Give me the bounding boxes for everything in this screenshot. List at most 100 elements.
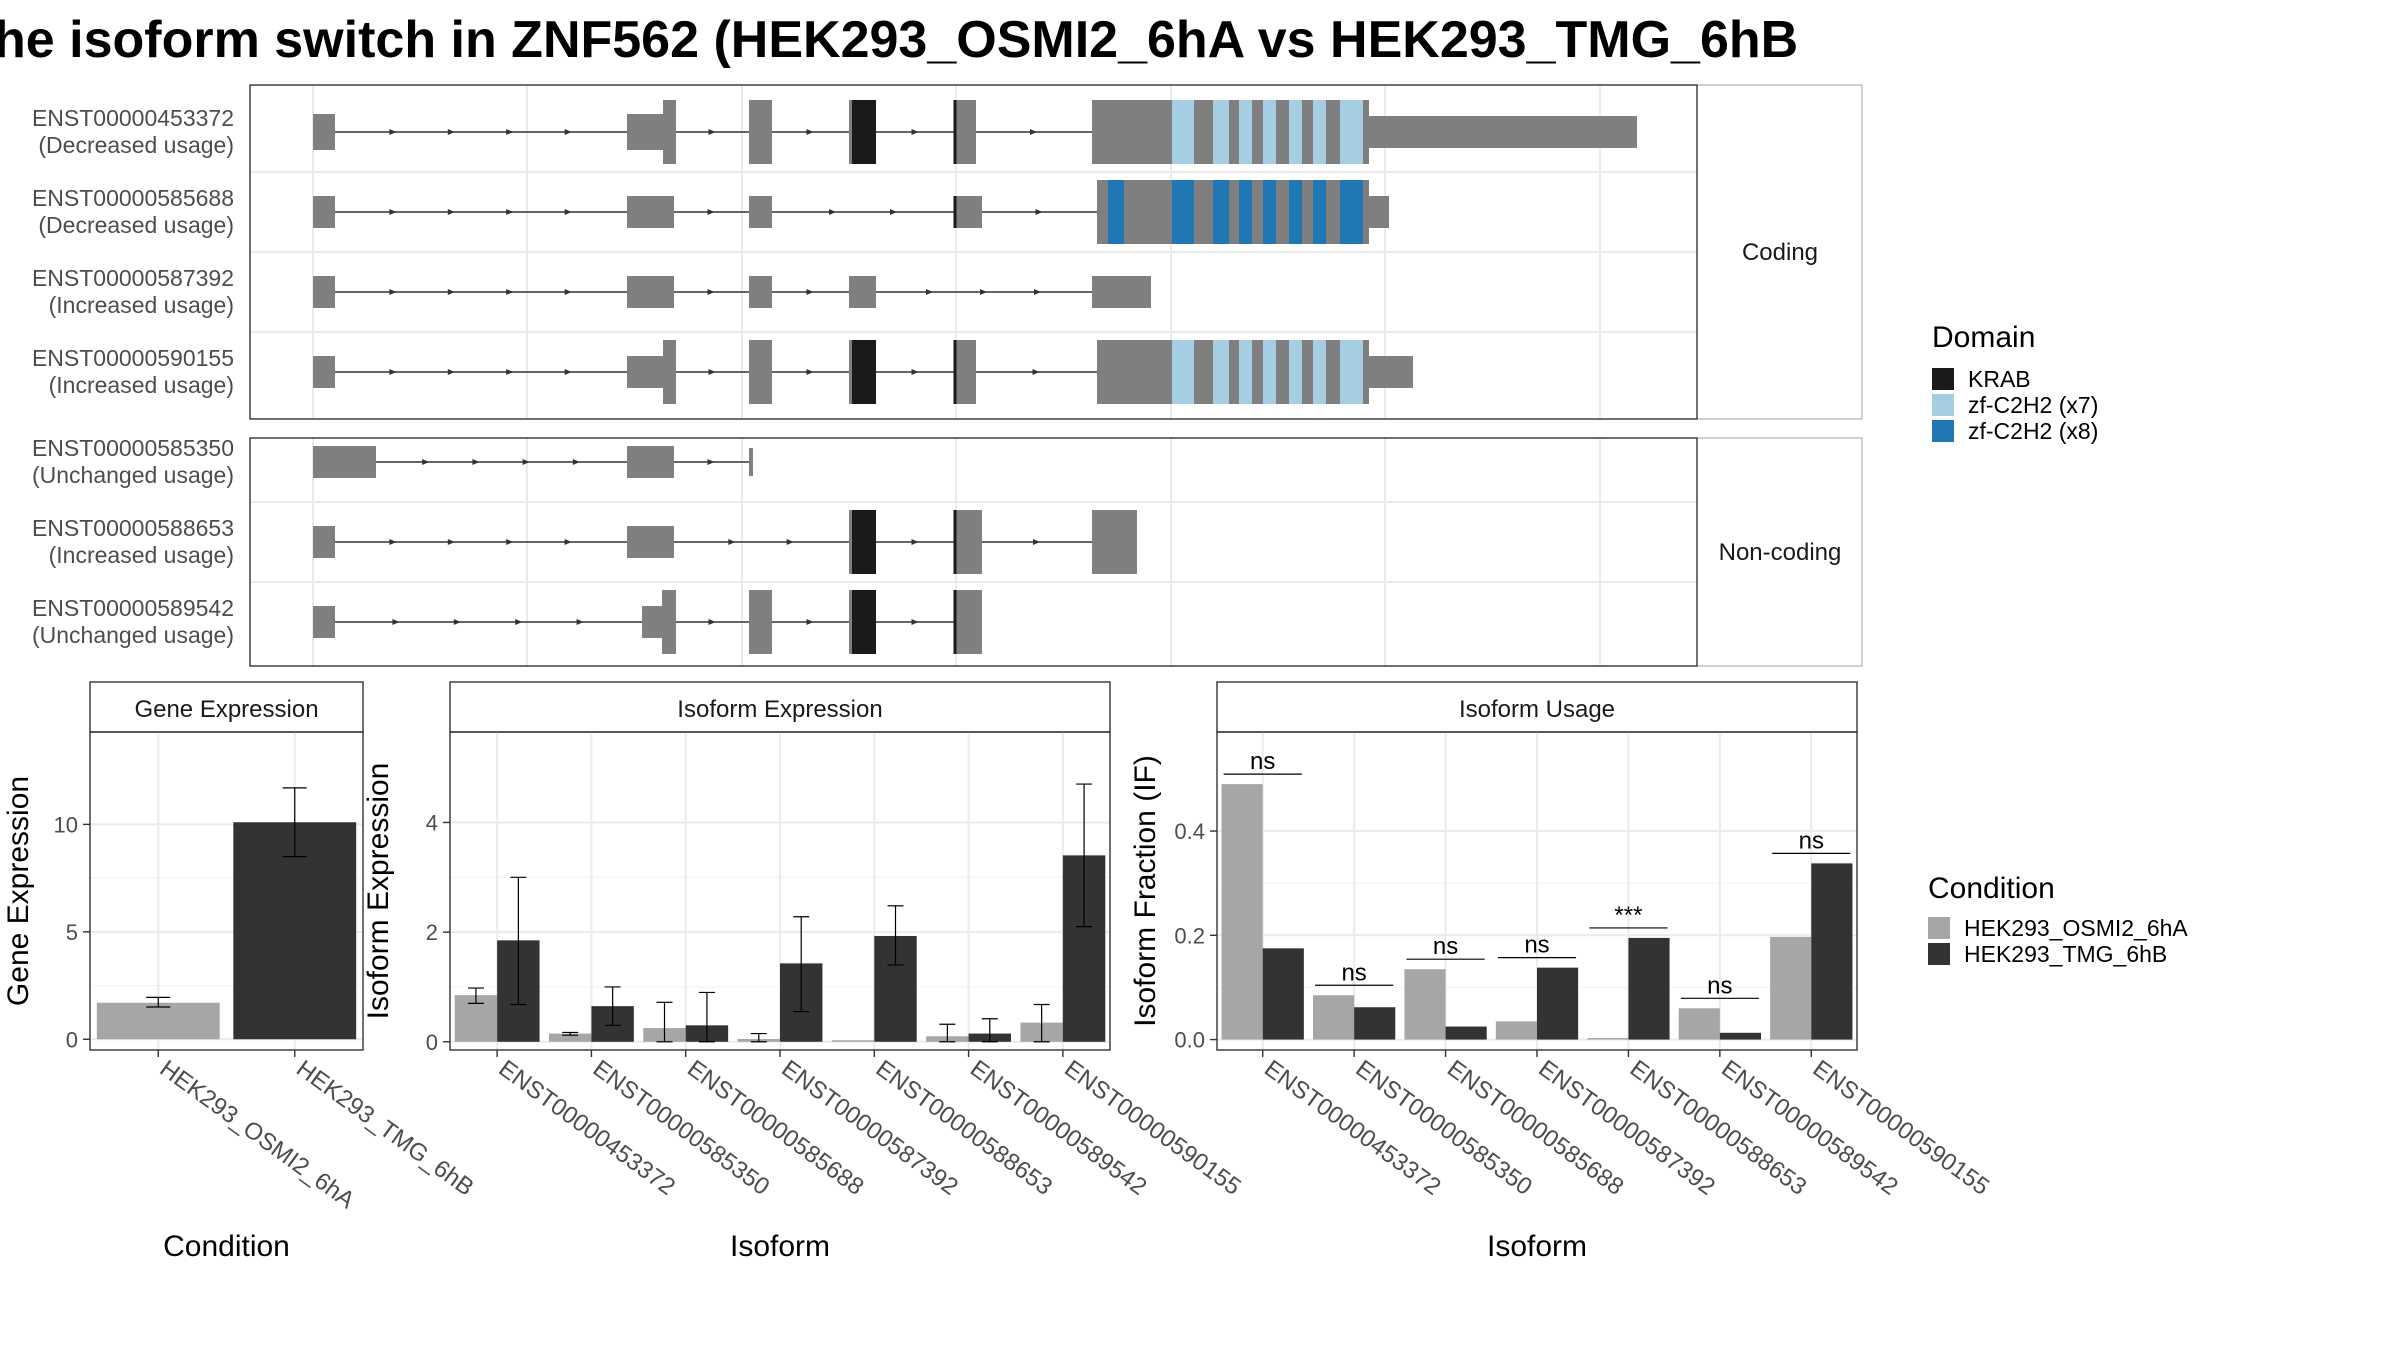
x-tick-label: ENST00000585350	[588, 1055, 774, 1201]
exon	[749, 276, 772, 308]
y-tick-label: 5	[66, 920, 78, 945]
intron-arrow	[1034, 289, 1041, 295]
legend-key	[1932, 420, 1954, 442]
exon	[313, 526, 335, 558]
zf-c2h2-domain	[1340, 100, 1363, 164]
bar	[233, 822, 357, 1040]
bar	[1404, 969, 1446, 1040]
bar	[1770, 936, 1812, 1040]
bar	[1537, 967, 1579, 1040]
bar	[1811, 863, 1853, 1040]
exon	[662, 590, 676, 654]
legend-label: zf-C2H2 (x8)	[1968, 418, 2098, 444]
zf-c2h2-domain	[1108, 180, 1124, 244]
zf-c2h2-domain	[1340, 180, 1363, 244]
transcript-id-label: ENST00000587392	[32, 265, 234, 291]
exon	[627, 446, 674, 478]
intron-arrow	[829, 209, 836, 215]
intron-arrow	[389, 129, 397, 135]
exon	[955, 100, 976, 164]
exon	[749, 196, 772, 228]
y-tick-label: 4	[426, 810, 438, 835]
figure-title: he isoform switch in ZNF562 (HEK293_OSMI…	[0, 11, 1798, 69]
bar	[1628, 937, 1670, 1040]
krab-domain	[852, 510, 876, 574]
intron-arrow	[576, 619, 584, 625]
chart-1: Isoform Expression024ENST00000453372ENST…	[362, 681, 1246, 1263]
significance-label: ns	[1799, 827, 1824, 854]
transcript-usage-label: (Increased usage)	[49, 542, 234, 568]
zf-c2h2-domain	[1172, 100, 1194, 164]
intron-arrow	[911, 369, 919, 375]
legend-label: HEK293_TMG_6hB	[1964, 941, 2167, 967]
zf-c2h2-domain	[1213, 340, 1229, 404]
exon	[1369, 116, 1637, 148]
intron-arrow	[708, 129, 716, 135]
intron-arrow	[472, 459, 480, 465]
intron-arrow	[572, 459, 580, 465]
significance-label: ***	[1614, 902, 1642, 929]
exon	[1092, 510, 1137, 574]
significance-label: ns	[1341, 959, 1366, 986]
significance-label: ns	[1707, 972, 1732, 999]
y-tick-label: 10	[54, 812, 78, 837]
bar	[549, 1033, 592, 1042]
exon	[1097, 180, 1369, 244]
zf-c2h2-domain	[1239, 180, 1252, 244]
exon	[663, 100, 676, 164]
zf-c2h2-domain	[1289, 340, 1302, 404]
exon	[627, 526, 674, 558]
exon	[749, 590, 772, 654]
intron-arrow	[564, 369, 572, 375]
legend-key	[1928, 917, 1950, 939]
exon	[313, 446, 376, 478]
x-tick-label: ENST00000585688	[682, 1055, 868, 1201]
intron-arrow	[392, 619, 400, 625]
intron-arrow	[806, 129, 814, 135]
legend-key	[1932, 368, 1954, 390]
significance-label: ns	[1524, 932, 1549, 959]
intron-arrow	[806, 619, 814, 625]
intron-arrow	[447, 289, 455, 295]
transcript-usage-label: (Unchanged usage)	[32, 462, 234, 488]
exon	[313, 356, 335, 388]
transcript-usage-label: (Decreased usage)	[38, 212, 234, 238]
chart-panel-border	[89, 731, 364, 1051]
exon	[313, 114, 335, 150]
bar	[1719, 1032, 1761, 1040]
exon	[1092, 276, 1151, 308]
exon	[749, 340, 772, 404]
x-tick-label: ENST00000587392	[776, 1055, 962, 1201]
y-tick-label: 0	[66, 1027, 78, 1052]
y-axis-title: Gene Expression	[2, 776, 35, 1006]
intron-arrow	[1035, 209, 1043, 215]
intron-arrow	[422, 459, 430, 465]
krab-domain	[852, 340, 876, 404]
exon	[749, 448, 753, 476]
intron-arrow	[707, 289, 715, 295]
transcript-usage-label: (Increased usage)	[49, 372, 234, 398]
exon	[1092, 100, 1369, 164]
x-tick-label: ENST00000588653	[871, 1055, 1057, 1201]
bar	[1262, 948, 1304, 1040]
intron-arrow	[806, 369, 814, 375]
zf-c2h2-domain	[1239, 100, 1252, 164]
intron-arrow	[1033, 539, 1040, 545]
transcript-id-label: ENST00000453372	[32, 105, 234, 131]
legend-key	[1928, 943, 1950, 965]
krab-domain	[852, 590, 876, 654]
condition-legend-title: Condition	[1928, 872, 2055, 905]
intron-arrow	[1032, 369, 1040, 375]
chart-title: Isoform Expression	[677, 696, 882, 723]
intron-arrow	[1030, 129, 1037, 135]
exon	[1097, 340, 1369, 404]
zf-c2h2-domain	[1213, 180, 1229, 244]
zf-c2h2-domain	[1263, 340, 1276, 404]
transcript-id-label: ENST00000585688	[32, 185, 234, 211]
zf-c2h2-domain	[1172, 180, 1194, 244]
bar	[1354, 1007, 1396, 1040]
transcript-id-label: ENST00000589542	[32, 595, 234, 621]
transcript-usage-label: (Increased usage)	[49, 292, 234, 318]
